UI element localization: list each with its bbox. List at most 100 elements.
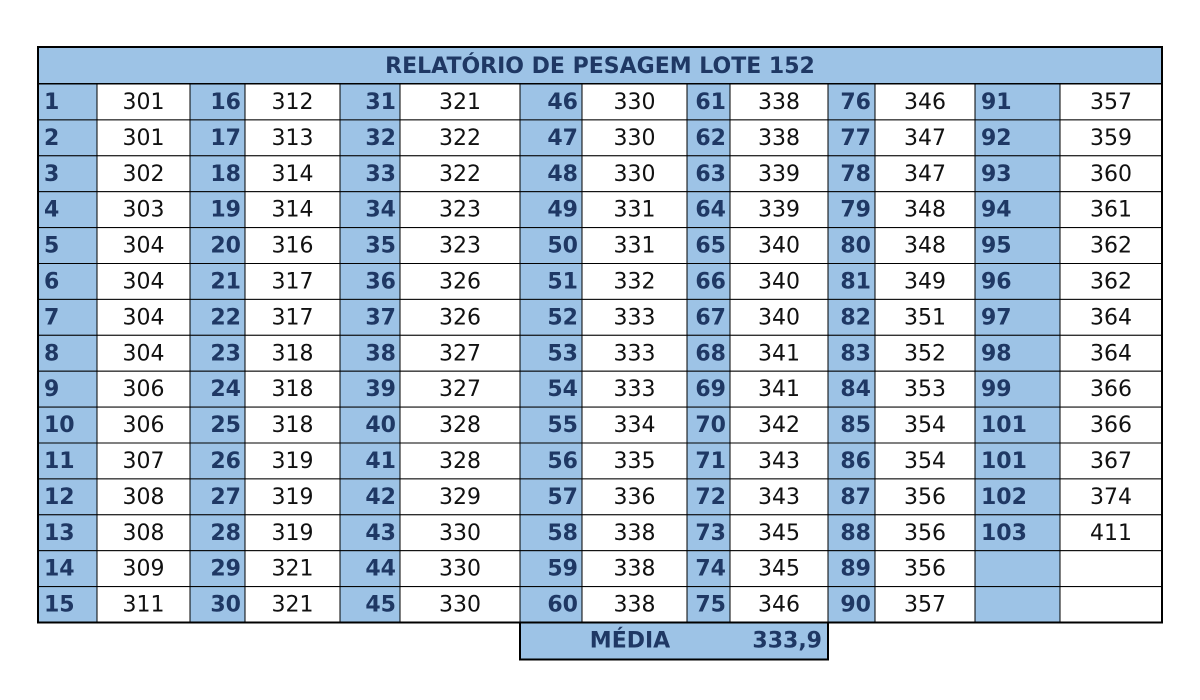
id-cell	[827, 155, 876, 193]
weight: 341	[758, 341, 800, 366]
id-cell	[189, 155, 246, 193]
animal-id: 33	[365, 162, 396, 187]
animal-id: 90	[840, 593, 871, 618]
weight: 354	[904, 449, 946, 474]
weight-cell	[581, 155, 688, 193]
animal-id: 78	[840, 162, 871, 187]
weight: 342	[758, 413, 800, 438]
weight-cell	[399, 478, 521, 516]
animal-id: 14	[44, 557, 75, 582]
weight: 301	[123, 90, 165, 115]
weight: 333	[614, 305, 656, 330]
animal-id: 41	[365, 449, 396, 474]
animal-id: 36	[365, 269, 396, 294]
weight-cell	[1059, 334, 1163, 372]
id-cell	[37, 550, 98, 588]
weight: 339	[758, 162, 800, 187]
animal-id: 10	[44, 413, 75, 438]
weight-cell	[1059, 191, 1163, 229]
weight: 319	[272, 521, 314, 546]
animal-id: 20	[210, 234, 241, 259]
animal-id: 39	[365, 377, 396, 402]
weight-cell	[874, 586, 976, 623]
footer-cell	[519, 621, 829, 661]
animal-id: 17	[210, 126, 241, 151]
weight-cell	[399, 406, 521, 444]
weight: 334	[614, 413, 656, 438]
animal-id: 85	[840, 413, 871, 438]
weight-cell	[1059, 155, 1163, 193]
animal-id: 2	[44, 126, 59, 151]
id-cell	[189, 263, 246, 300]
id-cell	[339, 263, 401, 300]
weight: 357	[1090, 90, 1132, 115]
weight-cell	[96, 478, 191, 516]
weight-cell	[399, 263, 521, 300]
weight-cell	[729, 550, 829, 588]
weight-cell	[96, 442, 191, 480]
weight-cell	[96, 514, 191, 552]
weight: 308	[123, 485, 165, 510]
weight: 322	[439, 126, 481, 151]
animal-id: 64	[695, 198, 726, 223]
animal-id: 55	[547, 413, 578, 438]
weight-cell	[729, 298, 829, 336]
weight-cell	[729, 370, 829, 408]
weight-cell	[1059, 550, 1163, 588]
weight: 362	[1090, 269, 1132, 294]
weight-cell	[874, 263, 976, 300]
id-cell	[519, 406, 583, 444]
weight-cell	[399, 370, 521, 408]
id-cell	[37, 298, 98, 336]
id-cell	[37, 442, 98, 480]
id-cell	[686, 191, 731, 229]
animal-id: 5	[44, 234, 59, 259]
weight-cell	[399, 442, 521, 480]
id-cell	[37, 406, 98, 444]
animal-id: 79	[840, 198, 871, 223]
weight: 330	[439, 521, 481, 546]
weight: 352	[904, 341, 946, 366]
id-cell	[519, 370, 583, 408]
weight: 307	[123, 449, 165, 474]
animal-id: 30	[210, 593, 241, 618]
id-cell	[339, 191, 401, 229]
weight: 313	[272, 126, 314, 151]
animal-id: 15	[44, 593, 75, 618]
id-cell	[37, 83, 98, 121]
animal-id: 71	[695, 449, 726, 474]
animal-id: 37	[365, 305, 396, 330]
weight: 321	[272, 593, 314, 618]
animal-id: 46	[547, 90, 578, 115]
weight: 346	[904, 90, 946, 115]
weight-cell	[874, 119, 976, 157]
weight: 304	[123, 305, 165, 330]
animal-id: 59	[547, 557, 578, 582]
weight-cell	[874, 227, 976, 265]
weight-cell	[729, 227, 829, 265]
animal-id: 103	[981, 521, 1027, 546]
id-cell	[189, 227, 246, 265]
weight: 356	[904, 557, 946, 582]
id-cell	[519, 155, 583, 193]
weight: 339	[758, 198, 800, 223]
id-cell	[686, 370, 731, 408]
id-cell	[519, 586, 583, 623]
id-cell	[339, 155, 401, 193]
weight-cell	[581, 442, 688, 480]
animal-id: 28	[210, 521, 241, 546]
weight: 341	[758, 377, 800, 402]
id-cell	[827, 514, 876, 552]
id-cell	[519, 550, 583, 588]
animal-id: 47	[547, 126, 578, 151]
animal-id: 52	[547, 305, 578, 330]
weight: 336	[614, 485, 656, 510]
id-cell	[686, 119, 731, 157]
id-cell	[974, 442, 1061, 480]
animal-id: 74	[695, 557, 726, 582]
id-cell	[189, 370, 246, 408]
weight-cell	[1059, 263, 1163, 300]
weight-cell	[581, 119, 688, 157]
weight: 345	[758, 521, 800, 546]
id-cell	[339, 334, 401, 372]
